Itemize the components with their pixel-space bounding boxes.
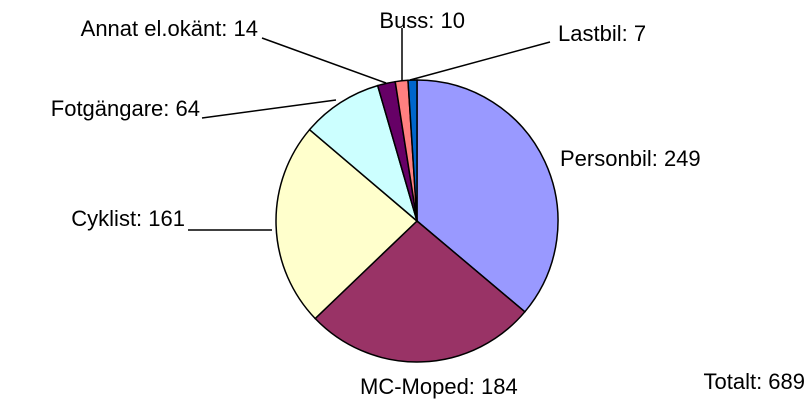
slice-label: Buss: 10: [379, 8, 465, 33]
slice-label: MC-Moped: 184: [360, 374, 518, 399]
leader-line: [201, 99, 337, 119]
total-annotation: Totalt: 689: [703, 369, 805, 394]
leader-line: [409, 41, 551, 81]
pie-slice: [275, 128, 419, 320]
slice-label: Annat el.okänt: 14: [81, 16, 258, 41]
slice-label: Lastbil: 7: [558, 21, 646, 46]
pie-slice: [308, 84, 419, 224]
leader-line: [261, 37, 387, 84]
pie-slice: [314, 219, 526, 363]
slice-label: Fotgängare: 64: [51, 96, 200, 121]
slice-label: Cyklist: 161: [71, 206, 185, 231]
slice-label: Personbil: 249: [560, 146, 701, 171]
pie-slice: [416, 79, 559, 313]
